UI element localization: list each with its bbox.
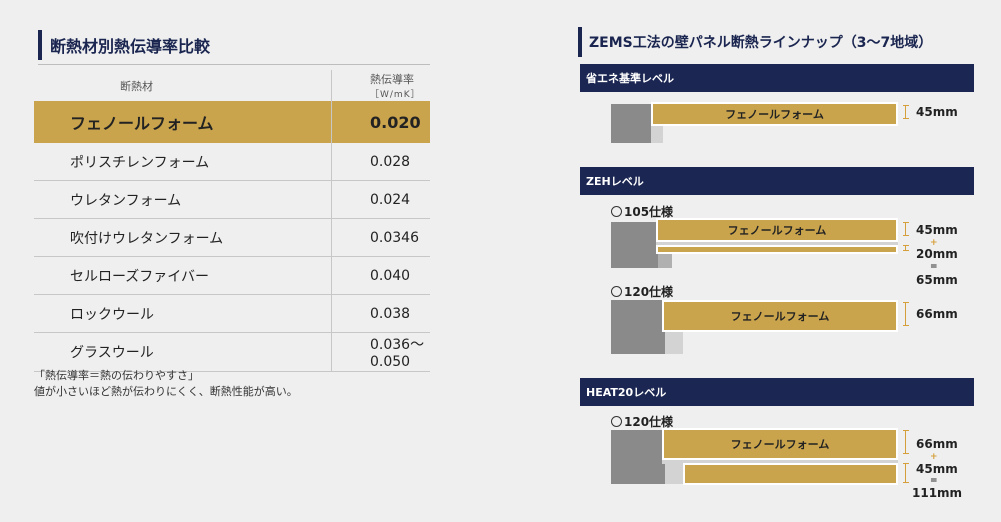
row-value: 0.036〜0.050 — [331, 332, 430, 372]
wall-inner-layer — [665, 332, 683, 354]
phenolic-board: フェノールフォーム — [651, 102, 898, 126]
circle-icon — [611, 286, 622, 297]
circle-icon — [611, 206, 622, 217]
left-heading: 断熱材別熱伝導率比較 — [38, 30, 210, 60]
equals-sign: = — [930, 262, 938, 272]
row-name: 吹付けウレタンフォーム — [34, 218, 332, 257]
note: 「熱伝導率＝熱の伝わりやすさ」 値が小さいほど熱が伝わりにくく、断熱性能が高い。 — [34, 368, 298, 400]
table-row: 吹付けウレタンフォーム 0.0346 — [34, 218, 430, 257]
wall-inner-layer — [665, 462, 685, 484]
spec-label-105: 105仕様 — [611, 203, 673, 220]
dimension-total: 111mm — [912, 486, 963, 500]
right-title: ZEMS工法の壁パネル断熱ラインナップ（3〜7地域） — [589, 35, 933, 51]
table-row: ウレタンフォーム 0.024 — [34, 180, 430, 219]
row-name: ウレタンフォーム — [34, 180, 332, 219]
note-line-2: 値が小さいほど熱が伝わりにくく、断熱性能が高い。 — [34, 385, 298, 398]
dimension-label: 45mm — [916, 223, 958, 237]
header-conductivity-label: 熱伝導率 — [370, 73, 414, 86]
dimension-bracket — [903, 463, 909, 483]
separator-layer — [662, 460, 898, 464]
header-conductivity: 熱伝導率 ［W/mK］ — [332, 70, 431, 101]
spec-label-120: 120仕様 — [611, 413, 673, 430]
separator-layer — [656, 242, 898, 247]
level-band-standard: 省エネ基準レベル — [580, 64, 974, 92]
dimension-label: 20mm — [916, 247, 958, 261]
circle-icon — [611, 416, 622, 427]
row-value: 0.020 — [331, 101, 430, 143]
header-unit: ［W/mK］ — [370, 90, 421, 100]
level-band-heat20: HEAT20レベル — [580, 378, 974, 406]
dimension-label: 66mm — [916, 437, 958, 451]
phenolic-board-second — [683, 463, 898, 485]
row-name: セルローズファイバー — [34, 256, 332, 295]
table-row: ポリスチレンフォーム 0.028 — [34, 143, 430, 181]
heading-accent-bar — [38, 30, 42, 60]
dimension-bracket — [903, 105, 909, 119]
row-value: 0.038 — [331, 294, 430, 333]
wall-frame — [611, 104, 651, 143]
plus-sign: + — [930, 238, 938, 248]
table-row: ロックウール 0.038 — [34, 294, 430, 333]
wall-inner-layer — [651, 126, 663, 143]
dimension-label: 45mm — [916, 462, 958, 476]
row-value: 0.028 — [370, 153, 411, 170]
left-divider — [38, 64, 430, 65]
dimension-bracket — [903, 302, 909, 326]
row-name: ポリスチレンフォーム — [34, 143, 332, 181]
left-title: 断熱材別熱伝導率比較 — [50, 37, 211, 56]
spec-label-120-text: 120仕様 — [624, 285, 674, 299]
table-row: セルローズファイバー 0.040 — [34, 256, 430, 295]
row-name: ロックウール — [34, 294, 332, 333]
row-value: 0.0346 — [331, 218, 430, 257]
row-name: グラスウール — [34, 332, 332, 372]
phenolic-board-thin — [656, 245, 898, 254]
plus-sign: + — [930, 452, 938, 462]
dimension-label: 66mm — [916, 307, 958, 321]
table-row: グラスウール 0.036〜0.050 — [34, 332, 430, 372]
dimension-label: 45mm — [916, 105, 958, 119]
row-value: 0.024 — [331, 180, 430, 219]
dimension-bracket — [903, 430, 909, 454]
wall-frame — [611, 222, 658, 268]
spec-label-120-text: 120仕様 — [624, 415, 674, 429]
level-band-zeh: ZEHレベル — [580, 167, 974, 195]
heading-accent-bar — [578, 27, 582, 57]
row-value: 0.040 — [331, 256, 430, 295]
wall-frame — [611, 300, 665, 354]
dimension-bracket — [903, 245, 909, 251]
phenolic-board: フェノールフォーム — [662, 300, 898, 332]
phenolic-board: フェノールフォーム — [656, 218, 898, 242]
equals-sign: = — [930, 476, 938, 486]
note-line-1: 「熱伝導率＝熱の伝わりやすさ」 — [34, 369, 199, 382]
right-heading: ZEMS工法の壁パネル断熱ラインナップ（3〜7地域） — [578, 27, 932, 57]
spec-label-120: 120仕様 — [611, 283, 673, 300]
wall-frame — [611, 430, 665, 484]
table-header-row: 断熱材 熱伝導率 ［W/mK］ — [34, 70, 430, 101]
table-row-highlight: フェノールフォーム 0.020 — [34, 101, 430, 143]
spec-label-105-text: 105仕様 — [624, 205, 674, 219]
dimension-total: 65mm — [916, 273, 958, 287]
header-material: 断熱材 — [34, 70, 332, 101]
conductivity-table: 断熱材 熱伝導率 ［W/mK］ フェノールフォーム 0.020 ポリスチレンフォ… — [34, 70, 430, 372]
phenolic-board: フェノールフォーム — [662, 428, 898, 460]
dimension-bracket — [903, 222, 909, 236]
row-name: フェノールフォーム — [34, 101, 332, 143]
